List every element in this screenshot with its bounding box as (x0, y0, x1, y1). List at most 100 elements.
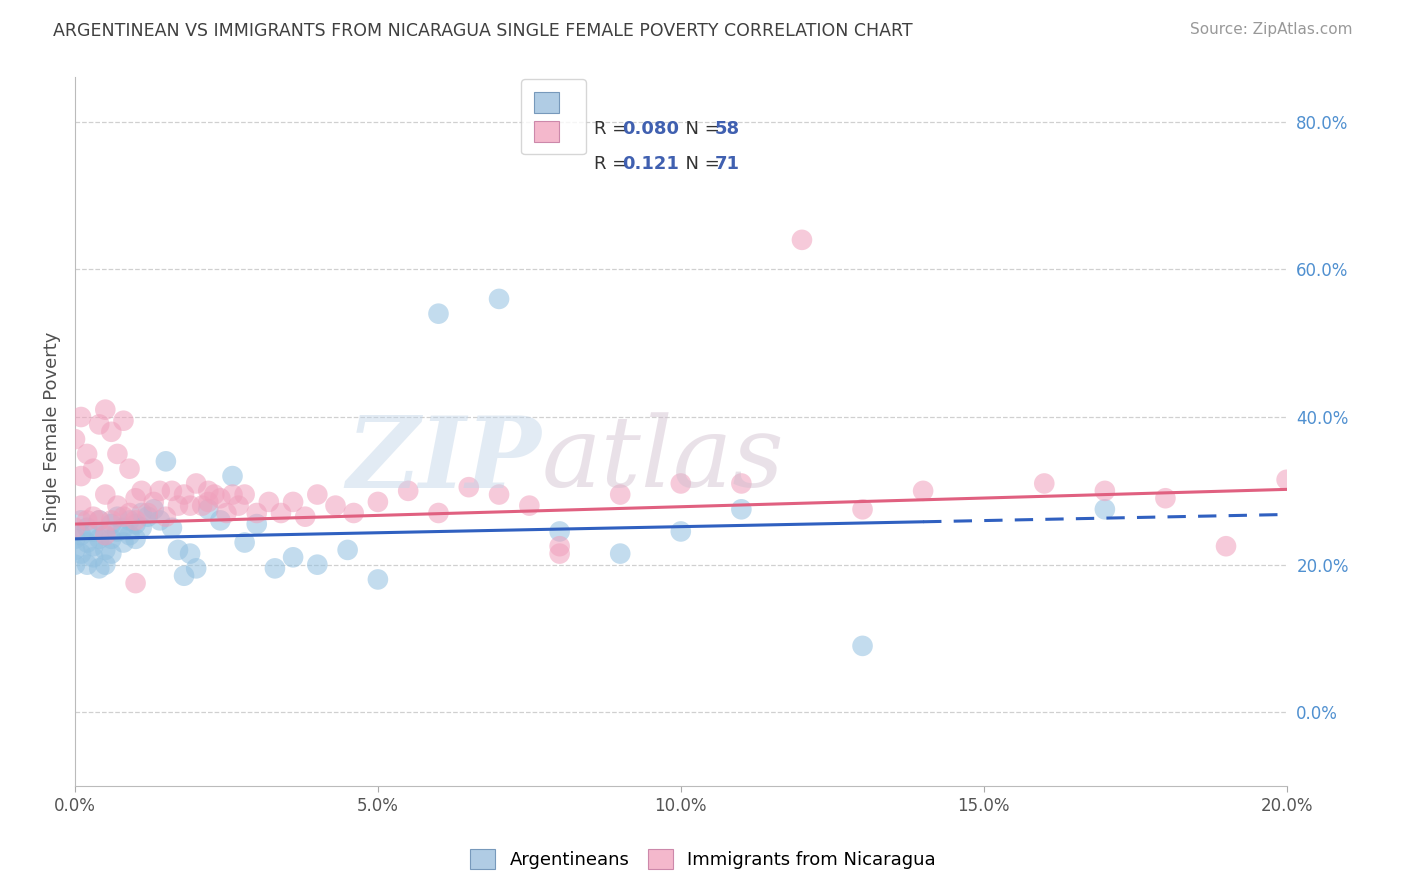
Point (89, 532, 111, 546)
Point (70, 410, 93, 425)
Point (209, 513, 232, 527)
Point (124, 513, 146, 527)
Point (142, 502, 165, 516)
Point (89, 561, 111, 575)
Point (1094, 483, 1116, 498)
Point (136, 506, 159, 520)
Point (89, 513, 111, 527)
Point (186, 476, 208, 491)
Point (790, 233, 813, 247)
Point (142, 495, 165, 509)
Point (70, 513, 93, 527)
Text: 0.121: 0.121 (623, 155, 679, 173)
Point (457, 480, 479, 494)
Point (186, 561, 208, 575)
Point (94, 558, 117, 572)
Text: atlas: atlas (541, 412, 785, 508)
Point (76, 513, 98, 527)
Point (94, 487, 117, 501)
Text: R =: R = (595, 155, 634, 173)
Point (325, 499, 347, 513)
Text: 71: 71 (714, 155, 740, 173)
Point (912, 483, 935, 498)
Point (246, 517, 269, 532)
Point (609, 487, 631, 501)
Point (851, 502, 873, 516)
Point (100, 425, 122, 439)
Point (179, 499, 201, 513)
Point (1215, 539, 1237, 553)
Point (233, 535, 256, 549)
Point (136, 509, 159, 524)
Point (94, 402, 117, 417)
Point (82, 524, 104, 539)
Point (173, 568, 195, 582)
Point (131, 506, 153, 520)
Point (548, 539, 571, 553)
Point (281, 495, 304, 509)
Point (124, 491, 146, 506)
Y-axis label: Single Female Poverty: Single Female Poverty (44, 332, 60, 532)
Point (118, 528, 141, 542)
Point (294, 509, 316, 524)
Point (851, 639, 873, 653)
Point (124, 532, 146, 546)
Point (70, 547, 93, 561)
Point (112, 509, 135, 524)
Point (70, 469, 93, 483)
Point (82, 509, 104, 524)
Point (488, 292, 510, 306)
Point (107, 509, 129, 524)
Point (112, 521, 135, 535)
Point (155, 454, 177, 468)
Point (336, 542, 359, 557)
Point (94, 528, 117, 542)
Point (89, 513, 111, 527)
Point (149, 483, 172, 498)
Point (100, 547, 122, 561)
Point (131, 521, 153, 535)
Text: N =: N = (675, 155, 725, 173)
Point (100, 513, 122, 527)
Point (167, 499, 190, 513)
Point (82, 461, 104, 475)
Point (669, 476, 692, 491)
Point (63, 532, 86, 546)
Text: N =: N = (675, 120, 725, 138)
Point (112, 535, 135, 549)
Point (82, 539, 104, 553)
Point (100, 532, 122, 546)
Point (367, 495, 389, 509)
Point (669, 524, 692, 539)
Point (609, 547, 631, 561)
Point (107, 447, 129, 461)
Point (118, 461, 141, 475)
Point (221, 469, 243, 483)
Legend: Argentineans, Immigrants from Nicaragua: Argentineans, Immigrants from Nicaragua (461, 839, 945, 879)
Text: R =: R = (595, 120, 634, 138)
Point (94, 542, 117, 557)
Point (112, 414, 135, 428)
Point (63, 432, 86, 446)
Point (202, 487, 225, 501)
Point (63, 521, 86, 535)
Point (100, 517, 122, 532)
Point (221, 487, 243, 501)
Point (228, 499, 250, 513)
Point (131, 483, 153, 498)
Point (307, 558, 329, 572)
Point (1033, 476, 1056, 491)
Point (94, 528, 117, 542)
Point (107, 499, 129, 513)
Point (427, 307, 450, 321)
Point (264, 561, 287, 575)
Point (191, 499, 214, 513)
Point (1275, 473, 1298, 487)
Point (149, 513, 172, 527)
Text: 0.080: 0.080 (623, 120, 679, 138)
Point (343, 506, 366, 520)
Point (160, 521, 183, 535)
Point (63, 558, 86, 572)
Point (160, 483, 183, 498)
Point (76, 558, 98, 572)
